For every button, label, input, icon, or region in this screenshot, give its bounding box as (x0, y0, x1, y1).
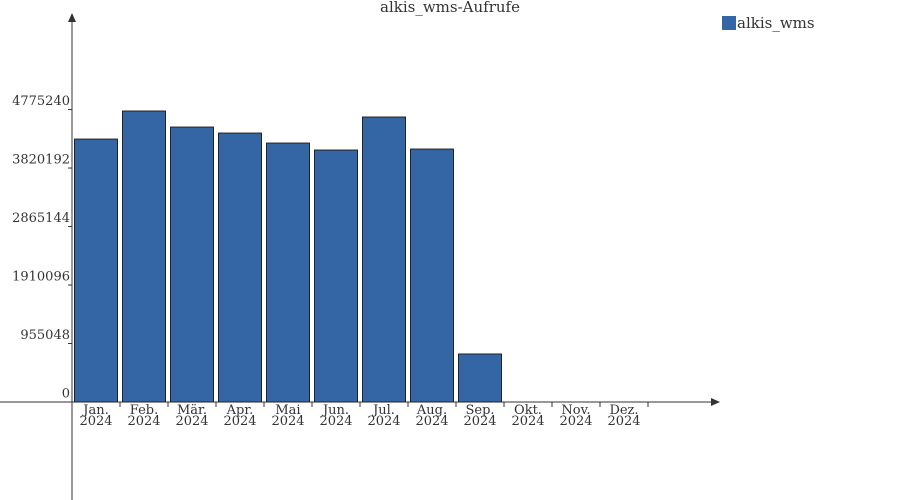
bar (74, 138, 118, 403)
x-tick-label: Apr. 2024 (223, 403, 256, 429)
x-tick-label: Sep. 2024 (463, 403, 496, 429)
legend-label: alkis_wms (737, 14, 815, 32)
y-tick-label: 1910096 (12, 270, 70, 285)
bar (314, 149, 358, 403)
y-tick-label: 3820192 (12, 153, 70, 168)
x-tick-label: Jul. 2024 (367, 403, 400, 429)
bar (362, 116, 406, 403)
y-tick-label: 4775240 (12, 94, 70, 109)
bar (410, 148, 454, 403)
y-tick-label: 955048 (20, 328, 70, 343)
y-tick-label: 2865144 (12, 211, 70, 226)
x-tick-label: Jun. 2024 (319, 403, 352, 429)
x-tick-label: Aug. 2024 (415, 403, 448, 429)
x-tick-label: Mai 2024 (271, 403, 304, 429)
bar (218, 132, 262, 403)
y-tick-label: 0 (62, 387, 70, 402)
x-tick-label: Feb. 2024 (127, 403, 160, 429)
x-tick-label: Jan. 2024 (79, 403, 112, 429)
x-axis-arrow (711, 398, 720, 406)
x-tick-label: Okt. 2024 (511, 403, 544, 429)
bar (266, 142, 310, 403)
x-tick-label: Mär. 2024 (175, 403, 208, 429)
bar (458, 353, 502, 403)
x-tick-label: Dez. 2024 (607, 403, 640, 429)
bar (122, 110, 166, 403)
x-tick-label: Nov. 2024 (559, 403, 592, 429)
legend-swatch (722, 16, 736, 30)
chart-title: alkis_wms-Aufrufe (380, 0, 520, 16)
bar (170, 126, 214, 403)
y-axis-arrow (68, 13, 76, 22)
